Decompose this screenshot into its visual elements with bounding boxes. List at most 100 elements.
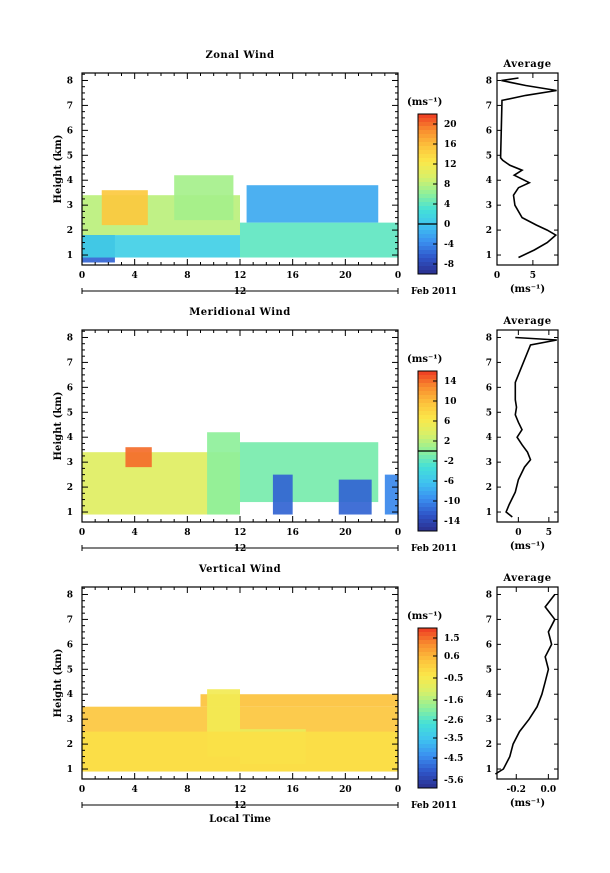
heatmap-region (272, 474, 293, 515)
colorbar-segment (418, 431, 437, 436)
heatmap-region (246, 185, 379, 223)
colorbar-segment (418, 768, 437, 773)
average-frame (496, 329, 559, 523)
colorbar-segment (418, 467, 437, 472)
colorbar-unit: (ms⁻¹) (407, 97, 442, 108)
colorbar-tick-label: -8 (444, 260, 454, 270)
avg-y-tick-label: 4 (486, 176, 492, 186)
average-profile-line (499, 77, 558, 259)
colorbar-segment (418, 206, 437, 211)
colorbar-segment (418, 648, 437, 653)
x-tick-label: 12 (234, 785, 247, 795)
colorbar-segment (418, 712, 437, 717)
colorbar-tick-label: 0.6 (444, 652, 460, 662)
avg-y-tick-label: 5 (486, 151, 492, 161)
x-tick-label: 0 (395, 785, 401, 795)
y-tick-label: 8 (67, 333, 73, 343)
colorbar-segment (418, 214, 437, 219)
colorbar-tick-label: -4 (444, 240, 454, 250)
panel-title: Vertical Wind (198, 564, 281, 575)
colorbar-segment (418, 483, 437, 488)
y-tick-label: 3 (67, 715, 73, 725)
avg-x-tick-label: 5 (530, 271, 536, 281)
colorbar-segment (418, 266, 437, 271)
date-label: Feb 2011 (411, 544, 457, 554)
x-tick-label: 16 (286, 528, 299, 538)
avg-y-tick-label: 5 (486, 665, 492, 675)
avg-y-tick-label: 6 (486, 126, 492, 136)
avg-y-tick-label: 7 (486, 615, 492, 625)
colorbar-frame (417, 627, 438, 789)
x-tick-label: 8 (184, 785, 190, 795)
colorbar-segment (418, 511, 437, 516)
x-tick-label: 4 (132, 785, 138, 795)
colorbar-segment (418, 234, 437, 239)
y-tick-label: 2 (67, 740, 73, 750)
colorbar-segment (418, 126, 437, 131)
x-tick-label: 20 (339, 271, 352, 281)
colorbar-segment (418, 700, 437, 705)
colorbar-segment (418, 443, 437, 448)
avg-y-tick-label: 1 (486, 765, 492, 775)
average-frame (496, 586, 559, 780)
colorbar-tick-label: 0 (444, 220, 450, 230)
colorbar-segment (418, 660, 437, 665)
colorbar-tick-label: -1.6 (444, 696, 463, 706)
colorbar-segment (418, 238, 437, 243)
avg-y-tick-label: 8 (486, 76, 492, 86)
x-tick-label: 16 (286, 271, 299, 281)
y-tick-label: 7 (67, 358, 73, 368)
colorbar-segment (418, 178, 437, 183)
colorbar-segment (418, 780, 437, 785)
colorbar-segment (418, 515, 437, 520)
colorbar-segment (418, 423, 437, 428)
colorbar-segment (418, 463, 437, 468)
colorbar-segment (418, 684, 437, 689)
colorbar-segment (418, 150, 437, 155)
colorbar-segment (418, 451, 437, 456)
y-tick-label: 8 (67, 76, 73, 86)
date-label: Feb 2011 (411, 287, 457, 297)
colorbar-segment (418, 226, 437, 231)
colorbar-segment (418, 383, 437, 388)
heatmap-region (125, 447, 152, 468)
average-unit: (ms⁻¹) (510, 284, 545, 295)
colorbar-segment (418, 628, 437, 633)
y-tick-label: 1 (67, 251, 73, 261)
avg-y-tick-label: 4 (486, 690, 492, 700)
colorbar-segment (418, 507, 437, 512)
colorbar-segment (418, 403, 437, 408)
colorbar-segment (418, 716, 437, 721)
average-title: Average (502, 59, 551, 70)
colorbar-segment (418, 371, 437, 376)
colorbar-segment (418, 435, 437, 440)
colorbar-segment (418, 740, 437, 745)
colorbar-segment (418, 419, 437, 424)
colorbar-segment (418, 636, 437, 641)
x-tick-label: 12 (234, 528, 247, 538)
colorbar-segment (418, 704, 437, 709)
avg-y-tick-label: 2 (486, 226, 492, 236)
colorbar-segment (418, 732, 437, 737)
colorbar-segment (418, 523, 437, 528)
colorbar-segment (418, 262, 437, 267)
x-tick-label: 0 (79, 271, 85, 281)
x-axis-label: Local Time (209, 814, 271, 825)
average-unit: (ms⁻¹) (510, 541, 545, 552)
colorbar-segment (418, 246, 437, 251)
colorbar-segment (418, 170, 437, 175)
colorbar-segment (418, 503, 437, 508)
avg-y-tick-label: 7 (486, 101, 492, 111)
y-tick-label: 5 (67, 151, 73, 161)
average-unit: (ms⁻¹) (510, 798, 545, 809)
heatmap-region (101, 190, 148, 226)
colorbar-segment (418, 776, 437, 781)
average-frame (496, 72, 559, 266)
y-tick-label: 6 (67, 383, 73, 393)
heatmap-region (240, 222, 398, 258)
colorbar-segment (418, 455, 437, 460)
colorbar-segment (418, 194, 437, 199)
colorbar-unit: (ms⁻¹) (407, 354, 442, 365)
y-tick-label: 6 (67, 640, 73, 650)
x-tick-label: 0 (395, 271, 401, 281)
